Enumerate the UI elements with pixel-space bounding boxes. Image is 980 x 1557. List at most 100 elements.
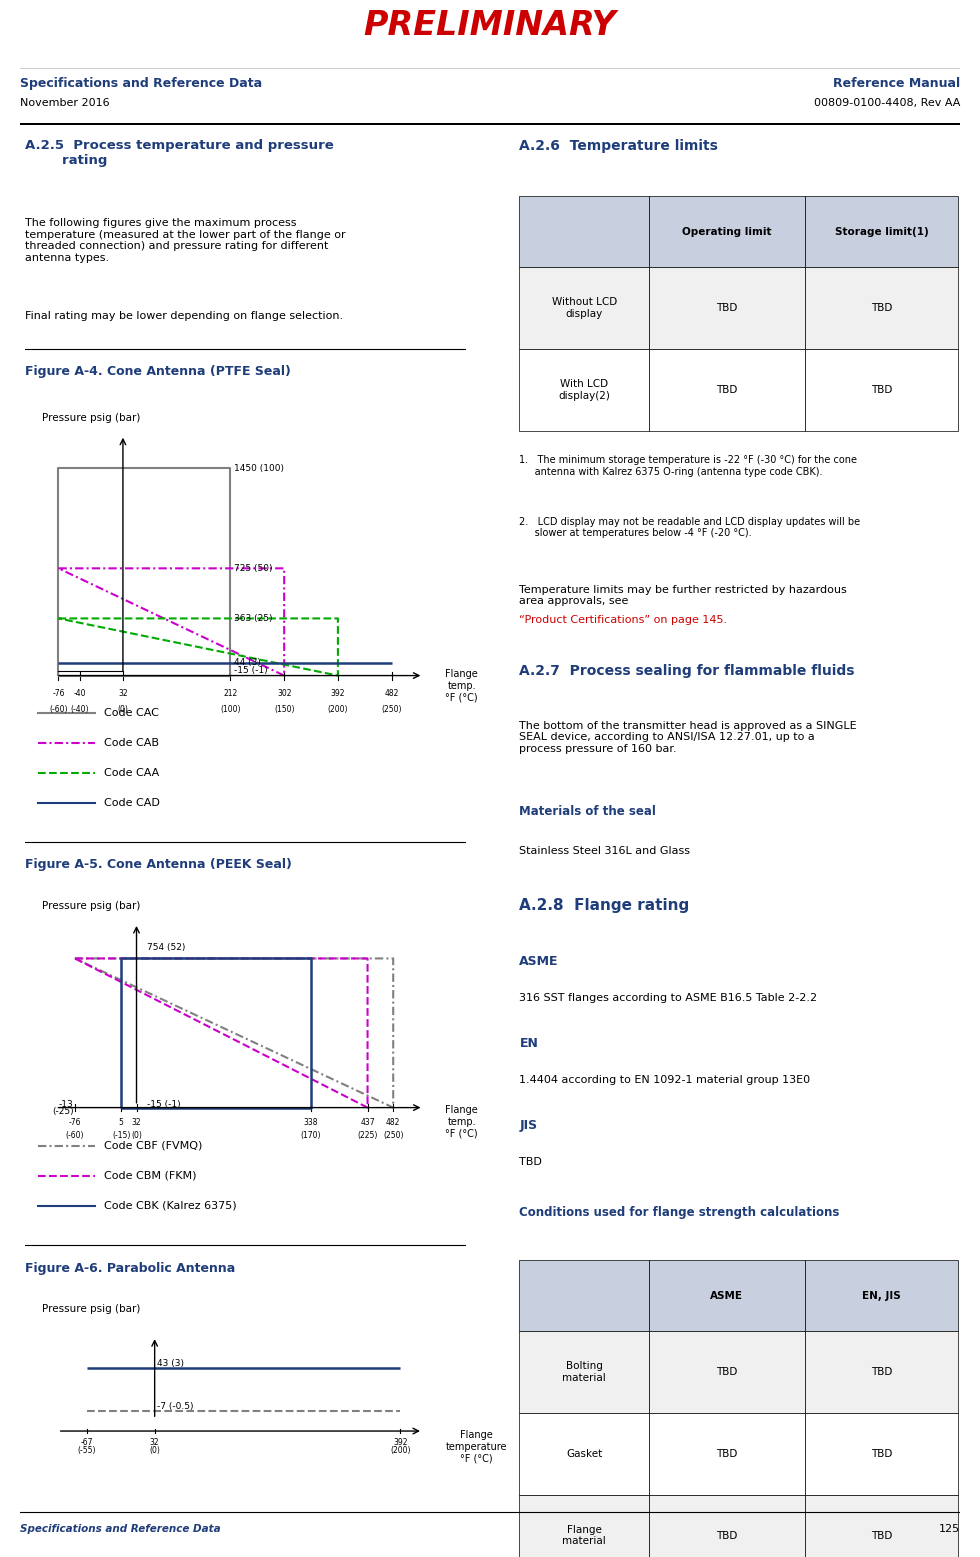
Text: Figure A-4. Cone Antenna (PTFE Seal): Figure A-4. Cone Antenna (PTFE Seal) [24,366,290,378]
Text: 212: 212 [223,688,237,698]
Text: (-40): (-40) [71,705,89,713]
Text: November 2016: November 2016 [20,98,109,109]
Text: TBD: TBD [871,385,893,395]
Text: (150): (150) [274,705,294,713]
Text: 482: 482 [384,688,399,698]
Bar [805,268,958,349]
Text: 338: 338 [304,1118,318,1127]
Text: 44 (3): 44 (3) [234,659,261,666]
Bar [649,1414,805,1495]
Text: Stainless Steel 316L and Glass: Stainless Steel 316L and Glass [519,847,690,856]
Bar [519,268,649,349]
Bar [805,349,958,431]
Bar [649,349,805,431]
Text: (100): (100) [220,705,241,713]
Text: 32: 32 [119,688,127,698]
Text: 316 SST flanges according to ASME B16.5 Table 2-2.2: 316 SST flanges according to ASME B16.5 … [519,993,817,1003]
Text: 754 (52): 754 (52) [147,942,185,951]
Text: 392: 392 [330,688,345,698]
Text: -7 (-0.5): -7 (-0.5) [157,1401,193,1411]
Text: 125: 125 [939,1524,960,1534]
Text: Flange
temp.
°F (°C): Flange temp. °F (°C) [445,1105,478,1138]
Text: 43 (3): 43 (3) [157,1359,183,1369]
Text: TBD: TBD [716,1367,738,1376]
Text: Storage limit(1): Storage limit(1) [835,227,928,237]
Text: Flange
temp.
°F (°C): Flange temp. °F (°C) [445,670,478,702]
Text: (-55): (-55) [77,1446,96,1456]
Text: (225): (225) [358,1130,377,1140]
Text: 363 (25): 363 (25) [234,613,272,623]
Bar [805,1495,958,1557]
Text: Figure A-6. Parabolic Antenna: Figure A-6. Parabolic Antenna [24,1261,235,1275]
Bar [519,1414,649,1495]
Text: Code CAB: Code CAB [104,738,159,747]
Text: 1.   The minimum storage temperature is -22 °F (-30 °C) for the cone
     antenn: 1. The minimum storage temperature is -2… [519,455,858,476]
Text: Flange
material: Flange material [563,1524,606,1546]
Text: With LCD
display(2): With LCD display(2) [559,378,611,400]
Text: EN: EN [519,1037,538,1049]
Text: Operating limit: Operating limit [682,227,771,237]
Bar [805,1261,958,1331]
Text: (-15): (-15) [112,1130,130,1140]
Text: Flange
temperature
°F (°C): Flange temperature °F (°C) [445,1431,507,1464]
Text: Bolting
material: Bolting material [563,1361,606,1383]
Text: 725 (50): 725 (50) [234,564,272,573]
Text: Specifications and Reference Data: Specifications and Reference Data [20,1524,220,1534]
Text: Code CAD: Code CAD [104,797,160,808]
Text: TBD: TBD [871,1531,893,1540]
Text: -76: -76 [52,688,65,698]
Text: PRELIMINARY: PRELIMINARY [364,9,616,42]
Text: The following figures give the maximum process
temperature (measured at the lowe: The following figures give the maximum p… [24,218,345,263]
Text: 00809-0100-4408, Rev AA: 00809-0100-4408, Rev AA [814,98,960,109]
Text: (250): (250) [383,1130,404,1140]
Text: Code CAC: Code CAC [104,708,159,718]
Text: TBD: TBD [871,1367,893,1376]
Bar [649,268,805,349]
Text: Specifications and Reference Data: Specifications and Reference Data [20,76,262,90]
Bar [519,1331,649,1414]
Text: Reference Manual: Reference Manual [833,76,960,90]
Text: A.2.8  Flange rating: A.2.8 Flange rating [519,898,690,912]
Text: -15 (-1): -15 (-1) [234,666,268,676]
Text: (0): (0) [118,705,128,713]
Text: (200): (200) [390,1446,411,1456]
Text: Pressure psig (bar): Pressure psig (bar) [42,413,140,424]
Text: A.2.5  Process temperature and pressure
        rating: A.2.5 Process temperature and pressure r… [24,139,333,167]
Text: 1.4404 according to EN 1092-1 material group 13E0: 1.4404 according to EN 1092-1 material g… [519,1076,810,1085]
Text: A.2.7  Process sealing for flammable fluids: A.2.7 Process sealing for flammable flui… [519,663,855,677]
Text: -40: -40 [74,688,86,698]
Bar [519,1495,649,1557]
Text: TBD: TBD [871,1450,893,1459]
Text: 392: 392 [393,1437,408,1446]
Text: 482: 482 [386,1118,401,1127]
Text: Pressure psig (bar): Pressure psig (bar) [42,902,140,911]
Text: EN, JIS: EN, JIS [862,1291,901,1300]
Text: -13: -13 [59,1099,74,1109]
Bar [805,1414,958,1495]
Bar [805,196,958,268]
Text: TBD: TBD [716,304,738,313]
Text: Pressure psig (bar): Pressure psig (bar) [42,1305,140,1314]
Text: (200): (200) [327,705,348,713]
Text: -67: -67 [80,1437,93,1446]
Bar [519,1261,649,1331]
Text: Conditions used for flange strength calculations: Conditions used for flange strength calc… [519,1207,840,1219]
Bar [805,1331,958,1414]
Bar [519,349,649,431]
Text: (-60): (-60) [49,705,68,713]
Text: (0): (0) [149,1446,160,1456]
Text: The bottom of the transmitter head is approved as a SINGLE
SEAL device, accordin: The bottom of the transmitter head is ap… [519,721,858,754]
Text: 32: 32 [150,1437,160,1446]
Text: 32: 32 [131,1118,141,1127]
Bar [519,196,649,268]
Bar [649,196,805,268]
Text: (250): (250) [381,705,402,713]
Text: Without LCD
display: Without LCD display [552,297,616,319]
Text: (-60): (-60) [66,1130,84,1140]
Text: -76: -76 [69,1118,81,1127]
Text: TBD: TBD [871,304,893,313]
Text: JIS: JIS [519,1119,537,1132]
Text: Gasket: Gasket [566,1450,603,1459]
Text: Code CAA: Code CAA [104,768,159,777]
Text: Code CBK (Kalrez 6375): Code CBK (Kalrez 6375) [104,1200,236,1211]
